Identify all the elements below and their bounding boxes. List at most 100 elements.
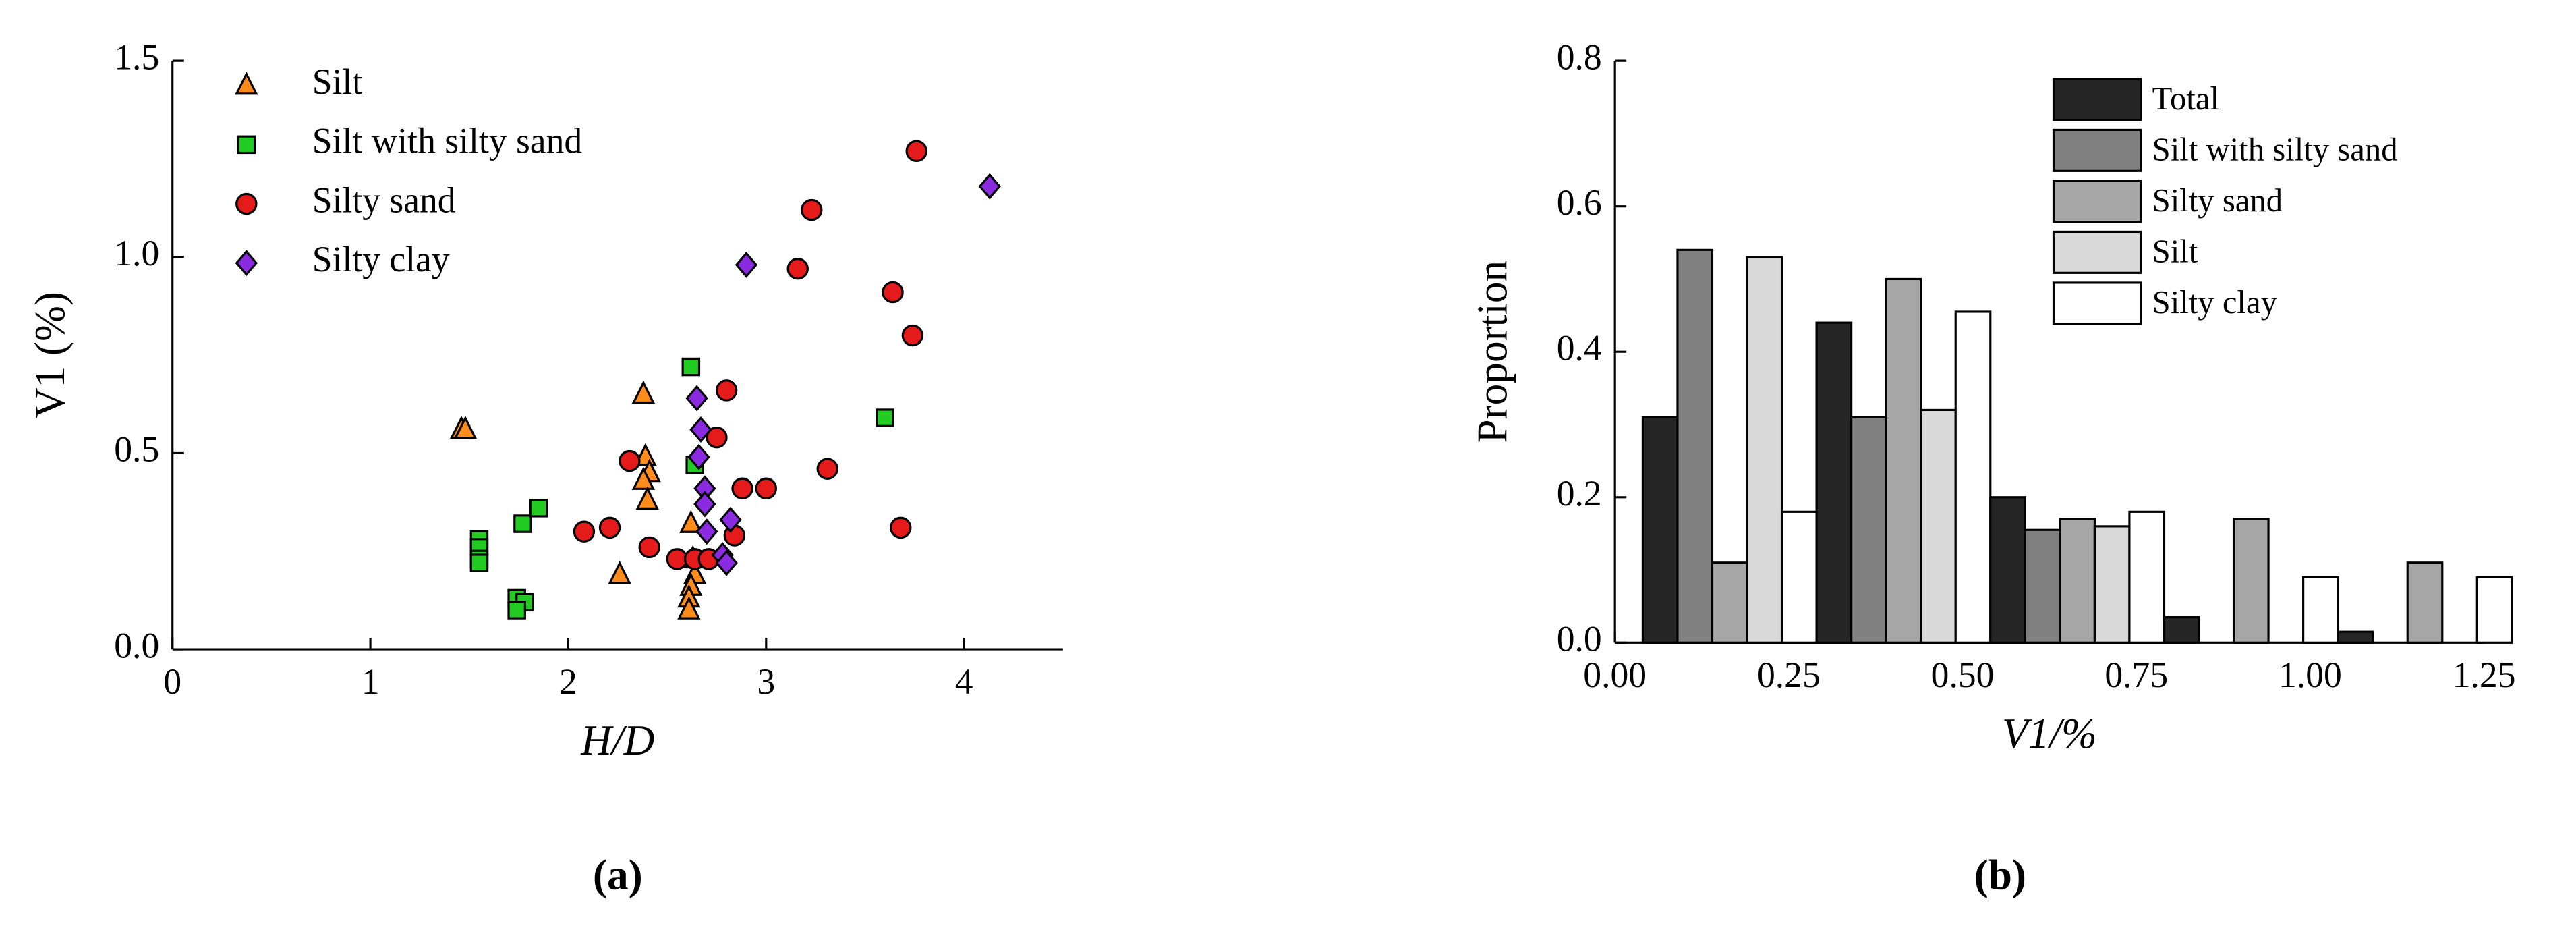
marker — [715, 549, 738, 576]
y-tick-label: 1.0 — [114, 233, 159, 273]
bar — [2128, 510, 2166, 644]
bar — [2232, 518, 2270, 644]
bar — [1920, 408, 1957, 644]
legend-label: Silty sand — [2152, 182, 2283, 219]
bar — [2302, 576, 2339, 644]
marker — [801, 198, 823, 221]
x-tick-label: 2 — [559, 661, 577, 702]
marker — [715, 379, 738, 402]
x-tick-label: 1 — [362, 661, 380, 702]
marker — [631, 466, 656, 490]
y-tick-label: 0.6 — [1557, 182, 1602, 223]
x-axis-label: H/D — [580, 717, 654, 764]
legend-label: Silty clay — [312, 239, 450, 279]
marker — [978, 173, 1001, 200]
marker — [687, 443, 710, 470]
marker — [598, 516, 621, 539]
x-tick-label: 0.50 — [1931, 655, 1995, 695]
legend-swatch — [2052, 230, 2142, 274]
marker — [237, 135, 256, 155]
marker — [689, 416, 712, 443]
marker — [679, 510, 703, 533]
legend-label: Silty sand — [312, 180, 456, 220]
legend-swatch — [2052, 128, 2142, 172]
caption: (a) — [593, 852, 643, 899]
x-tick-label: 0 — [163, 661, 181, 702]
bar — [2337, 630, 2374, 644]
caption: (b) — [1974, 852, 2026, 899]
legend-label: Silt — [312, 61, 363, 102]
y-axis-label: V1 (%) — [26, 292, 74, 418]
marker — [882, 281, 904, 304]
bar — [2406, 561, 2444, 644]
marker — [235, 250, 258, 277]
marker — [608, 561, 631, 584]
marker — [731, 477, 753, 499]
bar — [2163, 616, 2200, 644]
legend-label: Total — [2152, 80, 2219, 117]
y-tick-label: 0.8 — [1557, 36, 1602, 77]
marker — [693, 491, 716, 518]
x-tick-label: 1.25 — [2453, 655, 2516, 695]
marker — [677, 596, 701, 620]
legend-swatch — [2052, 180, 2142, 223]
legend-label: Silty clay — [2152, 284, 2278, 321]
marker — [695, 518, 718, 545]
legend-label: Silt with silty sand — [312, 121, 583, 161]
y-tick-label: 1.5 — [114, 36, 159, 77]
marker — [635, 486, 659, 510]
marker — [469, 553, 489, 572]
marker — [901, 324, 924, 347]
bar — [1746, 256, 1783, 644]
bar — [2475, 576, 2513, 644]
bar — [1989, 496, 2026, 644]
marker — [816, 458, 838, 480]
marker — [573, 520, 596, 543]
y-tick-label: 0.2 — [1557, 473, 1602, 514]
y-tick-label: 0.0 — [1557, 619, 1602, 659]
marker — [235, 72, 258, 95]
legend-swatch — [2052, 78, 2142, 121]
legend-swatch — [2052, 281, 2142, 325]
marker — [513, 514, 532, 533]
bar — [1676, 248, 1714, 644]
legend-label: Silt — [2152, 234, 2198, 270]
marker — [529, 499, 548, 518]
bar — [2093, 525, 2131, 644]
marker — [685, 385, 708, 412]
y-tick-label: 0.4 — [1557, 328, 1602, 368]
x-tick-label: 1.00 — [2279, 655, 2342, 695]
bar — [1711, 561, 1748, 644]
marker — [631, 380, 656, 404]
bar — [2024, 528, 2061, 644]
marker — [876, 408, 894, 427]
marker — [755, 477, 777, 499]
bar — [2059, 518, 2096, 644]
x-tick-label: 0.00 — [1583, 655, 1647, 695]
y-tick-label: 0.5 — [114, 429, 159, 470]
marker — [638, 536, 660, 559]
marker — [235, 192, 258, 215]
marker — [681, 357, 701, 377]
x-tick-label: 0.75 — [2105, 655, 2168, 695]
legend-label: Silt with silty sand — [2152, 132, 2398, 168]
marker — [890, 516, 912, 539]
y-axis-label: Proportion — [1468, 261, 1516, 443]
marker — [706, 426, 728, 449]
marker — [453, 415, 478, 439]
bar — [1815, 321, 1853, 644]
marker — [507, 601, 526, 620]
marker — [905, 140, 927, 163]
marker — [786, 258, 809, 280]
marker — [719, 506, 742, 533]
x-tick-label: 4 — [955, 661, 973, 702]
x-tick-label: 0.25 — [1757, 655, 1821, 695]
bar — [1954, 310, 1992, 644]
marker — [619, 449, 641, 472]
x-axis-label: V1/% — [2002, 710, 2097, 757]
bar — [1885, 277, 1922, 644]
bar — [1780, 510, 1818, 644]
marker — [735, 251, 758, 278]
y-tick-label: 0.0 — [114, 625, 159, 665]
